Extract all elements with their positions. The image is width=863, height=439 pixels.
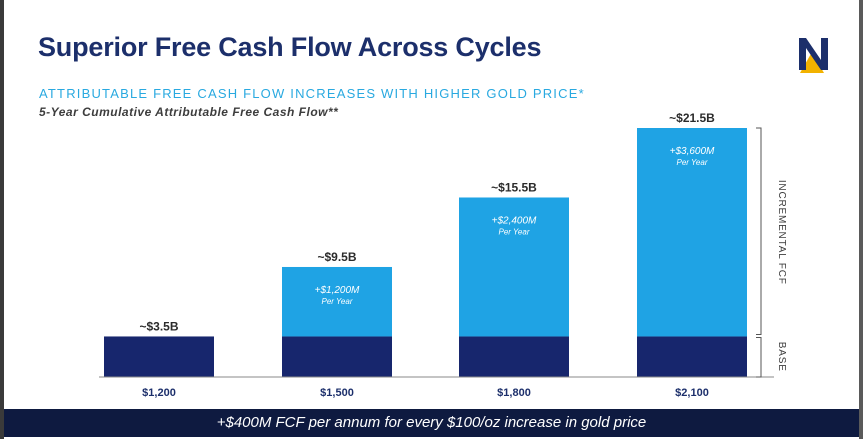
company-logo-icon [799,38,828,73]
bar-total-label: ~$3.5B [139,319,178,333]
bar-total-label: ~$15.5B [491,180,537,194]
bar-base [282,336,392,377]
right-window-edge [859,0,863,439]
bar-base [459,336,569,377]
bar-total-label: ~$9.5B [317,250,356,264]
x-tick-label: $1,500 [320,387,354,399]
bar-incremental [459,197,569,337]
slide-title: Superior Free Cash Flow Across Cycles [38,32,542,62]
bar-incremental [637,128,747,337]
footer-banner: +$400M FCF per annum for every $100/oz i… [4,409,859,437]
x-tick-label: $1,800 [497,387,531,399]
incremental-sublabel: Per Year [499,227,530,236]
bar-base [637,336,747,377]
base-bracket [756,336,762,378]
logo-letter-n [799,38,828,70]
left-window-edge [0,0,4,439]
bar-incremental [282,266,392,337]
incremental-label: +$3,600M [670,146,715,157]
chart-description: 5-Year Cumulative Attributable Free Cash… [39,105,339,119]
incremental-label: +$1,200M [315,285,360,296]
incremental-bracket [756,127,762,335]
base-bracket-label: BASE [776,342,787,372]
slide: Superior Free Cash Flow Across Cycles AT… [4,0,859,439]
chart-subtitle: ATTRIBUTABLE FREE CASH FLOW INCREASES WI… [39,86,585,101]
incremental-label: +$2,400M [492,215,537,226]
incremental-sublabel: Per Year [677,158,708,167]
bar-total-label: ~$21.5B [669,111,715,125]
incremental-bracket-label: INCREMENTAL FCF [776,180,787,285]
x-tick-label: $2,100 [675,387,709,399]
x-tick-label: $1,200 [142,387,176,399]
incremental-sublabel: Per Year [322,297,353,306]
bar-base [104,336,214,377]
